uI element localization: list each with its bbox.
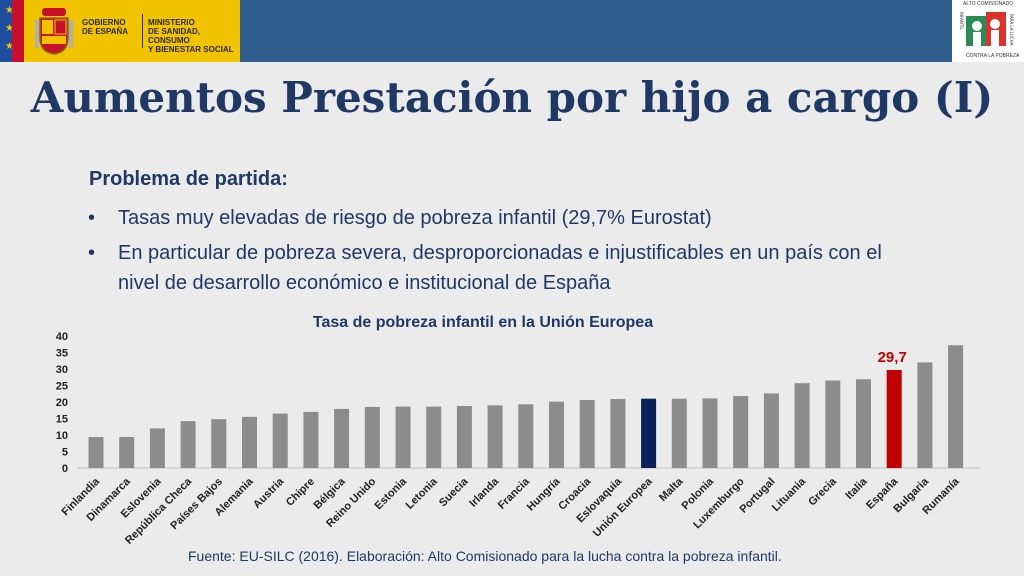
x-tick-label: Hungría	[525, 475, 563, 513]
section-subheading: Problema de partida:	[89, 168, 288, 190]
y-tick-label: 0	[62, 463, 68, 475]
bar	[149, 428, 165, 468]
bullet-text: En particular de pobreza severa, desprop…	[118, 242, 882, 294]
bullet-item: • En particular de pobreza severa, despr…	[88, 238, 948, 300]
bar	[242, 416, 257, 468]
flag-red-strip	[12, 0, 24, 62]
government-name: GOBIERNO DE ESPAÑA	[82, 18, 129, 36]
source-note: Fuente: EU-SILC (2016). Elaboración: Alt…	[188, 548, 782, 564]
svg-text:INFANTIL: INFANTIL	[959, 12, 964, 30]
bar	[426, 406, 442, 468]
y-tick-label: 10	[56, 430, 68, 442]
star-icon: ★	[5, 41, 14, 52]
x-tick-label: Suecia	[437, 475, 471, 509]
bar	[856, 379, 871, 468]
bar	[579, 400, 595, 468]
bar	[948, 345, 964, 468]
bar	[303, 411, 319, 468]
bar	[180, 421, 196, 468]
bullet-text: Tasas muy elevadas de riesgo de pobreza …	[118, 207, 712, 229]
bar	[641, 398, 657, 468]
y-tick-label: 15	[56, 414, 68, 426]
logo-top-text: ALTO COMISIONADO	[963, 1, 1014, 7]
bar	[733, 396, 749, 468]
bullet-dot-icon: •	[88, 207, 96, 229]
bar	[334, 408, 350, 468]
poverty-chart: Tasa de pobreza infantil en la Unión Eur…	[0, 310, 1024, 556]
x-tick-label: Estonia	[373, 475, 410, 512]
x-tick-label: Italia	[843, 475, 870, 502]
y-tick-label: 30	[56, 364, 68, 376]
chart-title: Tasa de pobreza infantil en la Unión Eur…	[312, 314, 654, 331]
bar	[549, 401, 564, 468]
commission-logo-icon: INFANTIL PARA LA LUCHA	[959, 12, 1014, 46]
header-band: ★ ★ ★ GOBIERNO DE ESPAÑA MINISTERIO DE S…	[0, 0, 1024, 62]
bullet-item: • Tasas muy elevadas de riesgo de pobrez…	[88, 203, 948, 233]
x-tick-label: Malta	[657, 475, 686, 504]
bar	[211, 419, 227, 468]
y-tick-label: 20	[56, 397, 68, 409]
bar	[610, 399, 626, 468]
bar	[825, 380, 841, 468]
x-tick-label: Letonia	[404, 475, 441, 512]
x-tick-label: Grecia	[806, 475, 839, 508]
x-tick-label: Austria	[251, 475, 287, 511]
bullet-dot-icon: •	[88, 242, 96, 264]
header-divider	[142, 14, 143, 48]
bar	[487, 405, 503, 468]
header-blue-band	[240, 0, 952, 62]
bar	[364, 406, 380, 468]
y-tick-label: 35	[56, 348, 68, 360]
ministry-name: MINISTERIO DE SANIDAD, CONSUMO Y BIENEST…	[148, 18, 234, 54]
bar	[702, 398, 718, 468]
bar	[272, 413, 288, 468]
svg-text:PARA LA LUCHA: PARA LA LUCHA	[1009, 14, 1014, 46]
x-tick-label: Lituania	[770, 475, 809, 514]
bar	[88, 436, 104, 468]
bar	[395, 406, 411, 468]
bar-chart: 0510152025303540FinlandiaDinamarcaEslove…	[56, 331, 980, 547]
star-icon: ★	[5, 23, 14, 34]
bar	[671, 398, 687, 468]
y-tick-label: 5	[62, 447, 68, 459]
data-label: 29,7	[878, 349, 907, 366]
y-tick-label: 25	[56, 381, 68, 393]
logo-bottom-text: CONTRA LA POBREZA	[966, 53, 1020, 59]
bar	[886, 369, 902, 468]
page-title: Aumentos Prestación por hijo a cargo (I)	[30, 73, 994, 122]
bar	[518, 404, 534, 468]
bar	[763, 393, 779, 468]
coat-of-arms-icon	[35, 8, 73, 55]
star-icon: ★	[5, 5, 14, 16]
bar	[119, 436, 135, 468]
bar	[794, 383, 810, 468]
bar	[917, 362, 933, 468]
bar	[456, 405, 472, 468]
y-tick-label: 40	[56, 331, 68, 343]
